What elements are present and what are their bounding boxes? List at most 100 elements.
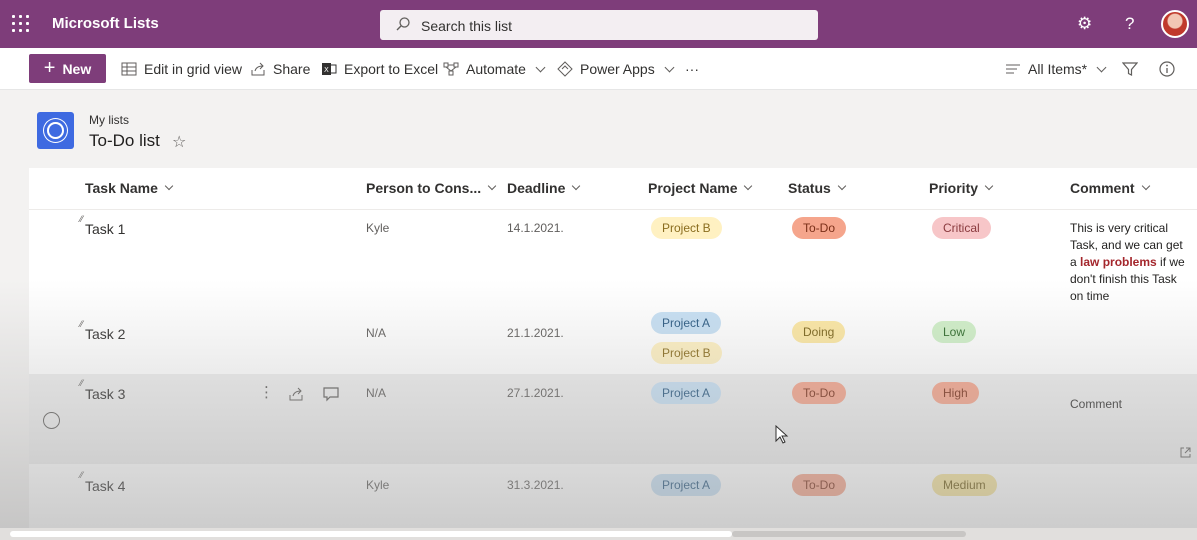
status-pill: To-Do — [792, 382, 847, 404]
task-name[interactable]: Task 1 — [85, 221, 126, 237]
table-row[interactable]: ⁄⁄ Task 2 N/A 21.1.2021. Project A Proje… — [29, 312, 1197, 374]
status-pill: To-Do — [792, 474, 847, 496]
column-header-project-name[interactable]: Project Name — [648, 180, 753, 196]
search-input[interactable]: Search this list — [421, 18, 513, 34]
table-row[interactable]: ⁄⁄ Task 3 ⋮ N/A 27.1.2021. Project A To-… — [29, 374, 1197, 464]
column-header-label: Deadline — [507, 180, 566, 196]
scrollbar-thumb[interactable] — [732, 531, 966, 537]
command-bar: + New Edit in grid view Share X Export t… — [0, 48, 1197, 90]
more-options-icon[interactable]: ⋮ — [259, 384, 274, 401]
column-header-label: Task Name — [85, 180, 158, 196]
list-view-icon — [1006, 64, 1020, 74]
grid-icon — [121, 62, 137, 76]
edit-grid-view-button[interactable]: Edit in grid view — [121, 61, 242, 77]
project-pill: Project A — [651, 382, 722, 404]
power-apps-label: Power Apps — [580, 61, 655, 77]
project-pill: Project A — [651, 312, 722, 334]
new-item-icon: ⁄⁄ — [80, 214, 84, 224]
more-actions-button[interactable]: ··· — [685, 61, 699, 77]
list-title: To-Do list — [89, 131, 160, 150]
settings-gear-icon[interactable]: ⚙ — [1077, 14, 1093, 33]
column-header-deadline[interactable]: Deadline — [507, 180, 581, 196]
column-header-status[interactable]: Status — [788, 180, 847, 196]
row-select-radio[interactable] — [43, 412, 60, 429]
svg-text:X: X — [324, 66, 329, 74]
deadline-cell: 27.1.2021. — [507, 386, 564, 400]
comment-icon[interactable] — [323, 386, 339, 402]
chevron-down-icon — [837, 181, 847, 191]
chevron-down-icon — [487, 181, 497, 191]
info-icon[interactable] — [1159, 61, 1175, 77]
chevron-down-icon — [535, 62, 546, 72]
column-header-label: Comment — [1070, 180, 1135, 196]
deadline-cell: 21.1.2021. — [507, 326, 564, 340]
view-selector[interactable]: All Items* — [1005, 61, 1107, 77]
list-logo-icon — [37, 112, 74, 149]
export-excel-button[interactable]: X Export to Excel — [321, 61, 438, 77]
breadcrumb[interactable]: My lists — [89, 113, 129, 127]
help-icon[interactable]: ? — [1125, 14, 1135, 33]
priority-pill: Critical — [932, 217, 991, 239]
status-pill: Doing — [792, 321, 846, 343]
excel-icon: X — [322, 63, 337, 75]
comment-text: This is very critical Task, and we can g… — [1070, 221, 1183, 269]
share-button[interactable]: Share — [250, 61, 310, 77]
column-header-person[interactable]: Person to Cons... — [366, 180, 497, 196]
horizontal-scrollbar[interactable] — [0, 528, 1197, 540]
new-item-icon: ⁄⁄ — [80, 470, 84, 480]
chevron-down-icon — [1096, 62, 1107, 72]
column-header-row: Task Name Person to Cons... Deadline Pro… — [29, 168, 1197, 210]
suite-bar: Microsoft Lists Search this list ⚙ ? — [0, 0, 1197, 48]
open-external-icon[interactable] — [1180, 447, 1191, 458]
column-header-label: Status — [788, 180, 831, 196]
search-box[interactable]: Search this list — [380, 10, 818, 40]
comment-cell: This is very critical Task, and we can g… — [1070, 220, 1192, 305]
priority-pill: High — [932, 382, 979, 404]
deadline-cell: 14.1.2021. — [507, 221, 564, 235]
task-name[interactable]: Task 2 — [85, 326, 126, 342]
new-item-icon: ⁄⁄ — [80, 319, 84, 329]
chevron-down-icon — [1141, 181, 1150, 191]
column-header-task-name[interactable]: Task Name — [85, 180, 174, 196]
new-button-label: New — [62, 60, 92, 77]
column-header-priority[interactable]: Priority — [929, 180, 994, 196]
share-label: Share — [273, 61, 311, 77]
column-header-label: Project Name — [648, 180, 738, 196]
favorite-star-icon[interactable]: ☆ — [172, 134, 187, 151]
comment-highlight: law problems — [1080, 255, 1157, 269]
priority-pill: Low — [932, 321, 977, 343]
filter-icon[interactable] — [1122, 61, 1138, 77]
automate-menu[interactable]: Automate — [443, 61, 546, 77]
project-pill: Project B — [651, 217, 722, 239]
table-row[interactable]: ⁄⁄ Task 1 Kyle 14.1.2021. Project B To-D… — [29, 211, 1197, 314]
deadline-cell: 31.3.2021. — [507, 478, 564, 492]
export-excel-label: Export to Excel — [344, 61, 439, 77]
person-cell: Kyle — [366, 478, 390, 492]
task-name[interactable]: Task 4 — [85, 478, 126, 494]
list-content: My lists To-Do list ☆ Task Name Person t… — [0, 90, 1197, 540]
scrollbar-track-highlight — [10, 531, 732, 537]
chevron-down-icon — [744, 181, 753, 191]
app-name[interactable]: Microsoft Lists — [52, 15, 159, 32]
power-apps-icon — [557, 61, 573, 77]
column-header-label: Priority — [929, 180, 979, 196]
user-avatar[interactable] — [1161, 10, 1189, 38]
share-icon — [251, 62, 265, 76]
priority-pill: Medium — [932, 474, 997, 496]
column-header-comment[interactable]: Comment — [1070, 180, 1151, 196]
power-apps-menu[interactable]: Power Apps — [557, 61, 675, 77]
view-label: All Items* — [1028, 61, 1088, 77]
task-name[interactable]: Task 3 — [85, 386, 126, 402]
new-button[interactable]: + New — [29, 54, 106, 83]
more-label: ··· — [685, 61, 699, 77]
automate-icon — [443, 62, 459, 76]
share-icon[interactable] — [288, 386, 304, 402]
mouse-cursor-icon — [775, 425, 789, 444]
app-launcher-icon[interactable] — [12, 15, 30, 33]
search-icon — [396, 17, 410, 31]
chevron-down-icon — [572, 181, 581, 191]
project-pill: Project A — [651, 474, 722, 496]
person-cell: N/A — [366, 326, 387, 340]
comment-cell: Comment — [1070, 397, 1123, 411]
person-cell: N/A — [366, 386, 387, 400]
